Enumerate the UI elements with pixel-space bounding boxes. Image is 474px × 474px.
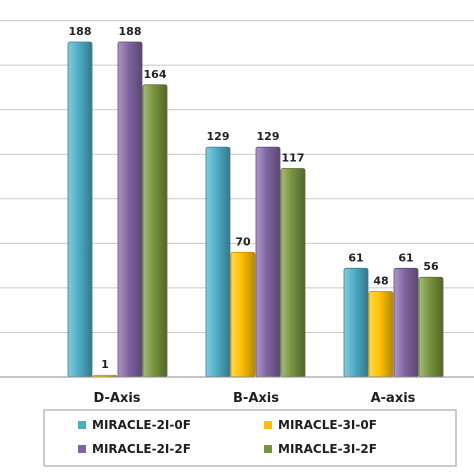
bar-a-axis-miracle-2i-2f (393, 267, 419, 378)
bar-a-axis-miracle-3i-0f (368, 291, 394, 378)
legend-label: MIRACLE-3I-2F (278, 442, 377, 456)
x-tick-label: A-axis (371, 391, 416, 406)
x-tick-label: B-Axis (233, 391, 279, 406)
legend-label: MIRACLE-2I-0F (92, 418, 191, 432)
data-label: 117 (282, 152, 305, 165)
x-tick-label: D-Axis (93, 391, 140, 406)
legend-label: MIRACLE-3I-0F (278, 418, 377, 432)
data-label: 56 (423, 260, 439, 273)
legend-swatch (264, 445, 272, 453)
data-label: 129 (257, 130, 280, 143)
data-label: 129 (207, 130, 230, 143)
data-label: 61 (348, 251, 363, 264)
legend-label: MIRACLE-2I-2F (92, 442, 191, 456)
data-label: 188 (69, 25, 92, 38)
legend-swatch (264, 421, 272, 429)
bar-a-axis-miracle-3i-2f (418, 276, 444, 378)
bar-b-axis-miracle-3i-2f (280, 168, 306, 378)
data-label: 188 (119, 25, 142, 38)
bar-b-axis-miracle-3i-0f (230, 251, 256, 378)
bar-d-axis-miracle-3i-2f (142, 84, 168, 378)
data-label: 1 (101, 358, 109, 371)
data-label: 48 (373, 274, 388, 287)
legend-swatch (78, 445, 86, 453)
data-labels: 018811881641297012911761486156 (69, 25, 439, 371)
data-label: 70 (235, 235, 251, 248)
bar-b-axis-miracle-2i-2f (255, 146, 281, 378)
bar-b-axis-miracle-2i-0f (205, 146, 231, 378)
data-label: 164 (144, 68, 167, 81)
data-label: 61 (398, 251, 413, 264)
legend-box (43, 409, 457, 467)
bar-a-axis-miracle-2i-0f (343, 267, 369, 378)
bar-d-axis-miracle-2i-2f (117, 41, 143, 378)
bar-d-axis-miracle-2i-0f (67, 41, 93, 378)
legend-swatch (78, 421, 86, 429)
legend: MIRACLE-2I-0F MIRACLE-3I-0F MIRACLE-2I-2F M… (43, 409, 457, 467)
